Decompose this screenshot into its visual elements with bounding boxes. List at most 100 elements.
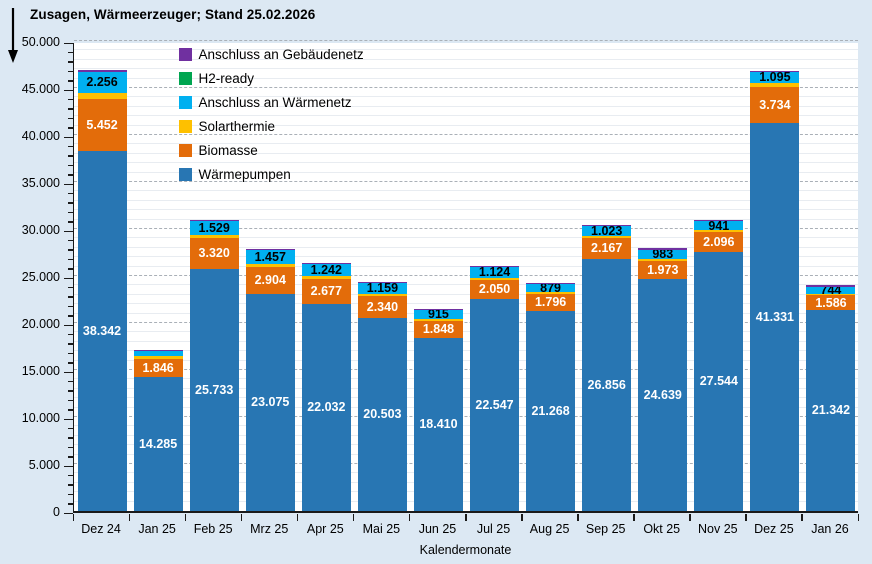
x-axis-label: Aug 25 xyxy=(529,522,570,536)
y-axis-tick xyxy=(68,503,73,505)
bar-label: 22.032 xyxy=(307,400,346,415)
bar-label: 2.256 xyxy=(86,74,118,89)
y-axis-tick xyxy=(68,249,73,251)
x-axis-tick xyxy=(408,514,411,521)
legend-label: Anschluss an Gebäudenetz xyxy=(198,47,364,62)
bar-segment-anschluss-an-w-rmenetz xyxy=(189,220,239,236)
gridline-minor xyxy=(74,152,858,154)
gridline-minor xyxy=(74,256,858,258)
y-axis-tick xyxy=(68,268,73,270)
bar-segment-solarthermie xyxy=(189,235,239,238)
y-axis-tick xyxy=(68,362,73,364)
legend-label: Anschluss an Wärmenetz xyxy=(198,95,352,110)
bar-segment-anschluss-an-w-rmenetz xyxy=(357,283,407,294)
bar-segment-anschluss-an-w-rmenetz xyxy=(245,250,295,264)
bar-segment-anschluss-an-geb-udenetz xyxy=(694,220,744,222)
bar-label: 1.023 xyxy=(591,223,623,238)
gridline-minor xyxy=(74,209,858,211)
gridline-minor xyxy=(74,350,858,352)
y-axis-tick xyxy=(64,42,73,44)
bar-segment-anschluss-an-geb-udenetz xyxy=(245,249,295,251)
y-axis-tick xyxy=(68,305,73,308)
legend-swatch xyxy=(179,144,192,157)
y-axis-tick xyxy=(68,315,73,317)
x-axis-label: Apr 25 xyxy=(306,522,344,536)
x-axis-tick xyxy=(465,514,467,521)
y-axis-label: 15.000 xyxy=(21,364,60,378)
x-axis-label: Jul 25 xyxy=(476,522,511,536)
bar-label: 1.973 xyxy=(647,262,679,277)
legend-item-solarthermie: Solarthermie xyxy=(179,119,364,134)
bar-label: 2.096 xyxy=(703,235,735,249)
bar-label: 2.904 xyxy=(254,273,286,288)
legend-label: H2-ready xyxy=(198,71,255,86)
x-axis-label: Jan 26 xyxy=(811,522,849,536)
y-axis-tick xyxy=(64,324,73,326)
legend-label: Wärmepumpen xyxy=(198,167,291,182)
y-axis-label: 5.000 xyxy=(28,458,60,472)
down-arrow-icon xyxy=(8,8,18,63)
y-axis-label: 30.000 xyxy=(21,223,60,237)
bar-segment-anschluss-an-geb-udenetz xyxy=(133,350,183,352)
gridline-major xyxy=(74,322,858,323)
y-axis-tick xyxy=(68,145,73,148)
bar-segment-w-rmepumpen xyxy=(694,252,744,511)
legend-item-anschluss-an-geb-udenetz: Anschluss an Gebäudenetz xyxy=(179,47,364,62)
legend: Anschluss an Gebäudenetz H2-ready Anschlus… xyxy=(179,47,364,182)
gridline-minor xyxy=(74,124,858,126)
y-axis-tick xyxy=(68,108,73,110)
gridline-minor xyxy=(74,340,858,342)
y-axis-tick xyxy=(68,192,73,195)
y-axis-tick xyxy=(68,474,73,477)
bar-segment-w-rmepumpen xyxy=(189,269,239,511)
bar-label: 879 xyxy=(540,280,562,295)
y-axis-tick xyxy=(68,286,73,289)
y-axis-tick xyxy=(64,136,73,138)
x-axis-tick xyxy=(184,514,187,521)
bar-label: 744 xyxy=(820,282,842,297)
bar-label: 1.457 xyxy=(254,249,286,264)
bar-label: 2.677 xyxy=(310,284,342,299)
bar-segment-anschluss-an-geb-udenetz xyxy=(77,69,127,72)
gridline-minor xyxy=(74,171,858,173)
gridline-major xyxy=(74,134,858,135)
y-axis-tick xyxy=(68,221,73,223)
gridline-minor xyxy=(74,246,858,248)
bar-segment-anschluss-an-w-rmenetz xyxy=(694,221,744,231)
x-axis-label: Feb 25 xyxy=(193,522,233,536)
y-axis-tick xyxy=(68,117,73,120)
legend-label: Solarthermie xyxy=(198,119,276,134)
bar-segment-biomasse xyxy=(694,232,744,253)
bar-segment-biomasse xyxy=(189,237,239,270)
bar-segment-anschluss-an-w-rmenetz xyxy=(526,284,576,293)
y-axis-tick xyxy=(68,296,73,298)
bar-segment-w-rmepumpen xyxy=(470,299,520,511)
gridline-minor xyxy=(74,406,858,408)
gridline-minor xyxy=(74,444,858,446)
bar-label: 14.285 xyxy=(138,436,178,451)
y-axis-label: 20.000 xyxy=(21,317,60,331)
bar-label: 1.159 xyxy=(366,281,399,296)
legend-swatch xyxy=(179,72,192,85)
x-axis-tick xyxy=(857,514,859,521)
bar-label: 3.320 xyxy=(198,246,230,261)
bar-label: 18.410 xyxy=(419,417,458,432)
gridline-minor xyxy=(74,293,858,295)
bar-label: 1.848 xyxy=(422,322,455,337)
bar-segment-w-rmepumpen xyxy=(582,258,632,511)
bar-label: 26.856 xyxy=(587,377,626,392)
gridline-major xyxy=(74,40,858,41)
gridline-minor xyxy=(74,115,858,117)
gridline-minor xyxy=(74,359,858,361)
bar-segment-solarthermie xyxy=(694,230,744,233)
gridline-minor xyxy=(74,303,858,305)
bar-segment-anschluss-an-w-rmenetz xyxy=(806,286,856,294)
y-axis-tick xyxy=(64,418,73,420)
y-axis-tick xyxy=(68,98,73,101)
gridline-minor xyxy=(74,199,858,201)
bar-label: 941 xyxy=(708,218,730,233)
gridline-minor xyxy=(74,265,858,267)
x-axis-tick xyxy=(801,514,803,521)
y-axis-label: 40.000 xyxy=(21,129,60,143)
y-axis-tick xyxy=(68,456,73,458)
